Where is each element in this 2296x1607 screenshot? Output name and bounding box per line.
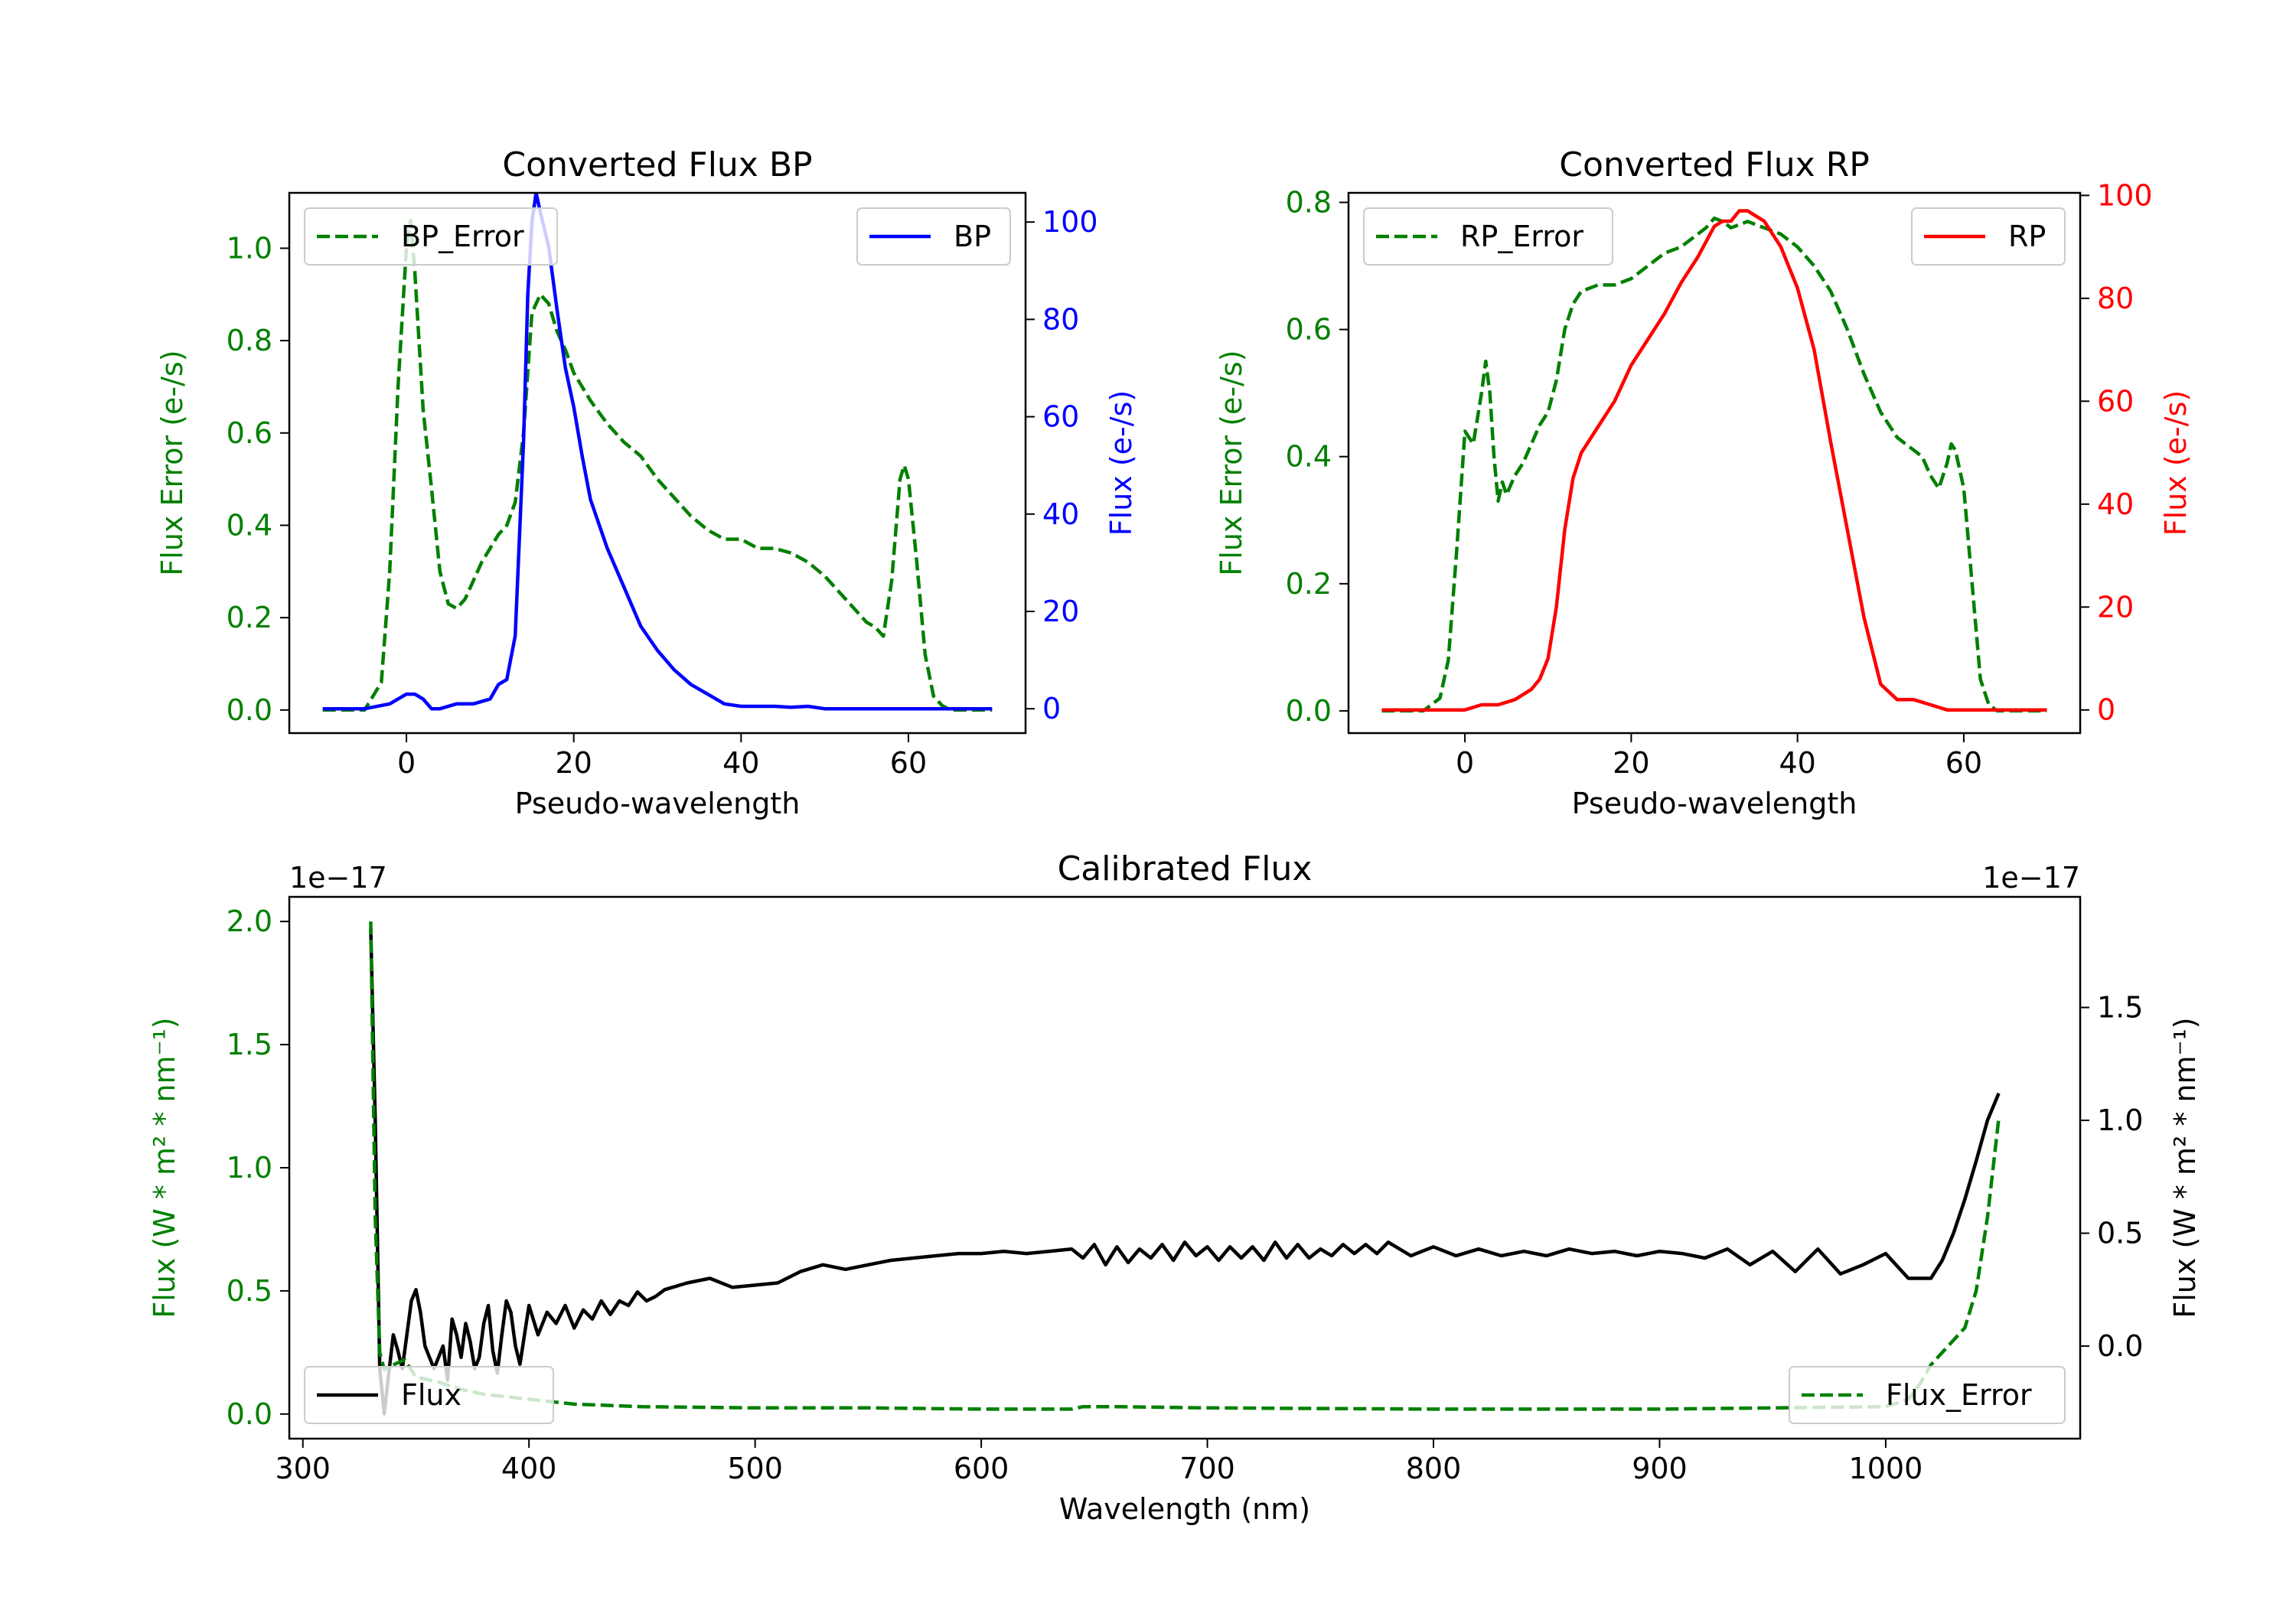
y-right-axis-label: Flux (e-/s) bbox=[2159, 390, 2193, 536]
x-tick-label: 400 bbox=[501, 1452, 557, 1485]
chart-title: Converted Flux RP bbox=[1559, 145, 1870, 184]
plot-frame bbox=[288, 191, 1027, 735]
legend-bp: BP bbox=[856, 207, 1011, 266]
x-tick-label: 20 bbox=[1613, 746, 1649, 780]
y-left-tick-label: 0.6 bbox=[227, 416, 272, 450]
y-right-tick-label: 0.5 bbox=[2097, 1217, 2143, 1250]
y-left-offset-label: 1e−17 bbox=[289, 861, 387, 895]
y-left-tick-label: 0.8 bbox=[1286, 185, 1332, 219]
y-right-axis-label: Flux (e-/s) bbox=[1104, 390, 1138, 536]
y-left-tick-label: 0.6 bbox=[1286, 313, 1332, 347]
y-left-tick-label: 0.0 bbox=[1286, 694, 1332, 728]
y-right-tick-label: 0 bbox=[1042, 692, 1061, 725]
x-tick-label: 500 bbox=[727, 1452, 783, 1485]
x-tick-label: 0 bbox=[1456, 746, 1474, 780]
legend-flux-error: Flux_Error bbox=[1789, 1366, 2066, 1424]
y-left-tick-label: 0.2 bbox=[1286, 567, 1332, 601]
legend-label: RP_Error bbox=[1460, 220, 1583, 253]
legend-bp-error: BP_Error bbox=[304, 207, 558, 266]
y-left-tick-label: 0.0 bbox=[227, 1397, 272, 1431]
y-right-offset-label: 1e−17 bbox=[1982, 861, 2080, 895]
legend-box bbox=[1363, 207, 1613, 266]
y-left-tick-label: 0.2 bbox=[227, 601, 272, 634]
y-right-tick-label: 60 bbox=[2097, 384, 2134, 418]
y-left-axis-label: Flux Error (e-/s) bbox=[155, 350, 189, 575]
x-tick-label: 900 bbox=[1632, 1452, 1688, 1485]
y-left-tick-label: 0.4 bbox=[227, 508, 272, 542]
legend-label: BP_Error bbox=[401, 220, 524, 253]
y-right-tick-label: 0.0 bbox=[2097, 1329, 2143, 1363]
chart-title: Converted Flux BP bbox=[502, 145, 812, 184]
legend-box bbox=[304, 207, 558, 266]
series-line-bp bbox=[322, 193, 993, 711]
series-group bbox=[1381, 209, 2047, 713]
y-right-tick-label: 100 bbox=[2097, 178, 2153, 212]
x-tick-label: 1000 bbox=[1849, 1452, 1923, 1485]
y-left-tick-label: 1.0 bbox=[227, 231, 272, 265]
rp-panel: Converted Flux RP 0 20 40 60 Pseudo-wavelengt… bbox=[1215, 145, 2193, 820]
series-line-rp bbox=[1381, 209, 2047, 712]
x-tick-label: 300 bbox=[275, 1452, 331, 1485]
x-tick-label: 60 bbox=[1945, 746, 1982, 780]
x-tick-label: 60 bbox=[890, 746, 927, 780]
legend-label: BP bbox=[954, 220, 991, 253]
x-tick-label: 700 bbox=[1179, 1452, 1235, 1485]
y-left-tick-label: 0.5 bbox=[227, 1274, 272, 1308]
series-group bbox=[322, 193, 993, 712]
y-right-axis-label: Flux (W * m² * nm⁻¹) bbox=[2168, 1017, 2202, 1318]
series-line-rp-error bbox=[1381, 216, 2047, 713]
y-right-tick-label: 100 bbox=[1042, 205, 1098, 239]
x-axis-label: Wavelength (nm) bbox=[1059, 1492, 1310, 1526]
chart-title: Calibrated Flux bbox=[1058, 849, 1313, 888]
y-left-axis-label: Flux (W * m² * nm⁻¹) bbox=[148, 1017, 181, 1318]
y-left-tick-label: 0.4 bbox=[1286, 440, 1332, 474]
x-tick-label: 0 bbox=[397, 746, 416, 780]
y-right-tick-label: 40 bbox=[1042, 497, 1079, 531]
y-right-tick-label: 80 bbox=[1042, 302, 1079, 336]
x-axis-label: Pseudo-wavelength bbox=[1572, 787, 1857, 820]
legend-box bbox=[856, 207, 1011, 266]
y-left-tick-label: 1.0 bbox=[227, 1151, 272, 1185]
legend-label: RP bbox=[2008, 220, 2046, 253]
legend-box bbox=[1911, 207, 2066, 266]
y-right-tick-label: 20 bbox=[2097, 590, 2134, 624]
x-tick-label: 40 bbox=[1779, 746, 1815, 780]
series-line-flux bbox=[369, 928, 2001, 1416]
legend-label: Flux_Error bbox=[1886, 1378, 2032, 1412]
bp-panel: Converted Flux BP 0 20 40 60 Pseudo-wavelengt… bbox=[155, 145, 1138, 820]
y-left-tick-label: 0.0 bbox=[227, 693, 272, 727]
y-left-tick-label: 0.8 bbox=[227, 324, 272, 357]
legend-label: Flux bbox=[401, 1378, 461, 1412]
y-right-tick-label: 1.0 bbox=[2097, 1103, 2143, 1137]
y-right-tick-label: 1.5 bbox=[2097, 991, 2143, 1025]
x-tick-label: 20 bbox=[556, 746, 592, 780]
y-left-tick-label: 2.0 bbox=[227, 905, 272, 938]
y-left-axis-label: Flux Error (e-/s) bbox=[1215, 350, 1248, 575]
x-axis-label: Pseudo-wavelength bbox=[515, 787, 801, 820]
x-tick-label: 800 bbox=[1406, 1452, 1462, 1485]
y-right-tick-label: 40 bbox=[2097, 487, 2134, 521]
y-right-tick-label: 0 bbox=[2097, 693, 2115, 727]
y-right-tick-label: 60 bbox=[1042, 400, 1079, 434]
calibrated-panel: Calibrated Flux 300 400 500 600 700 800 900 1000… bbox=[148, 849, 2202, 1526]
series-line-bp-error bbox=[322, 218, 993, 712]
x-tick-label: 40 bbox=[722, 746, 759, 780]
legend-box bbox=[1789, 1366, 2066, 1424]
legend-box bbox=[304, 1366, 554, 1424]
y-right-tick-label: 80 bbox=[2097, 282, 2134, 315]
x-tick-label: 600 bbox=[954, 1452, 1009, 1485]
legend-rp-error: RP_Error bbox=[1363, 207, 1613, 266]
legend-flux: Flux bbox=[304, 1366, 554, 1424]
legend-rp: RP bbox=[1911, 207, 2066, 266]
plot-frame bbox=[1347, 191, 2082, 735]
y-left-tick-label: 1.5 bbox=[227, 1028, 272, 1061]
y-right-tick-label: 20 bbox=[1042, 595, 1079, 628]
